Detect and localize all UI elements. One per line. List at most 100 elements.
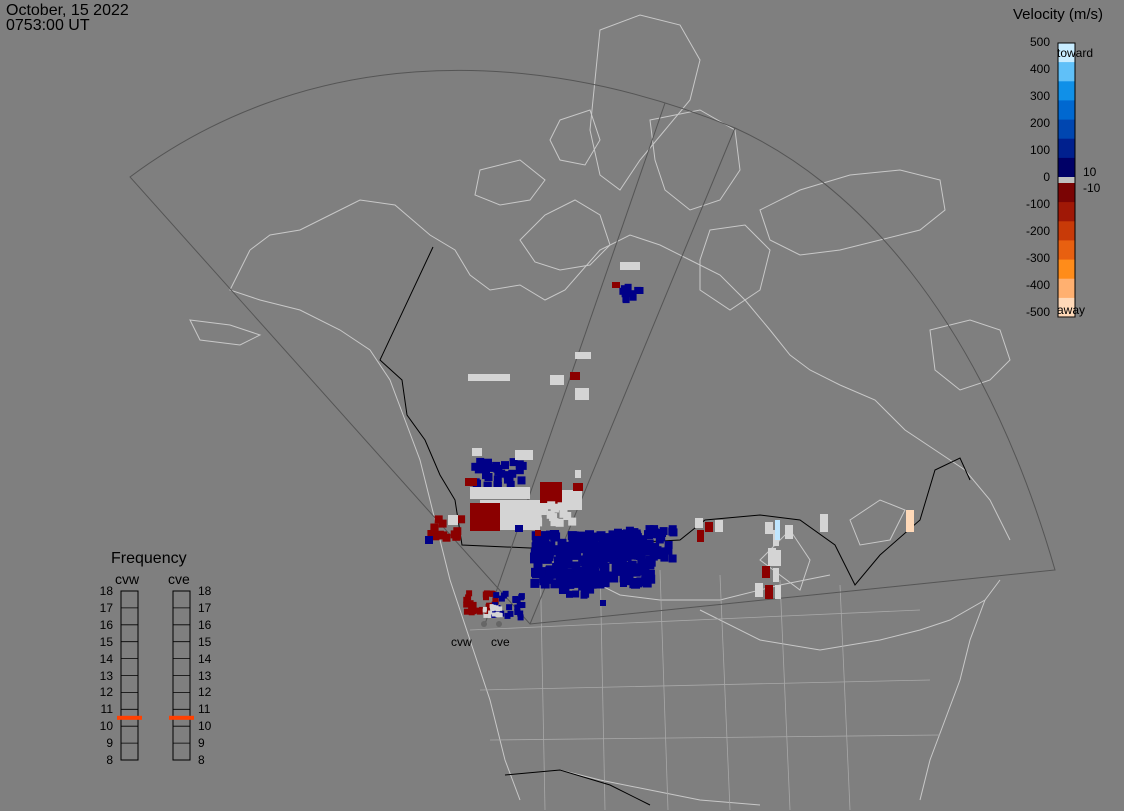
scatter-cell (479, 606, 486, 613)
scatter-cell (585, 542, 595, 552)
colorbar-segment (1058, 43, 1075, 63)
scatter-cell (463, 601, 470, 608)
scatter-cell (557, 538, 567, 548)
scatter-cell (545, 546, 555, 556)
scatter-cell (580, 585, 588, 593)
scatter-cell (541, 554, 551, 564)
scatter-cell (535, 505, 544, 514)
scatter-cell (472, 448, 482, 456)
scatter-cell (502, 590, 509, 597)
scatter-cell (649, 551, 658, 560)
scatter-cell (614, 564, 624, 574)
scatter-cell (617, 530, 626, 539)
colorbar-tick-label: 300 (1029, 89, 1050, 103)
scatter-cell (603, 536, 613, 545)
scatter-cell (568, 500, 577, 509)
scatter-cell (550, 518, 559, 527)
frequency-tick-left: 16 (99, 617, 113, 632)
scatter-cell (644, 547, 653, 556)
colorbar-tick-label: 0 (1043, 170, 1050, 184)
frequency-tick-right: 11 (198, 702, 211, 717)
scatter-cell (438, 519, 447, 528)
scatter-cell (597, 544, 607, 554)
scatter-cell (552, 545, 562, 555)
scatter-cell (615, 544, 624, 553)
scatter-cell (576, 542, 586, 552)
scatter-cell (498, 595, 505, 602)
scatter-cell (485, 603, 492, 610)
colorbar-segment (1058, 259, 1075, 280)
colorbar-tick-label: -400 (1025, 278, 1050, 292)
scatter-cell (621, 534, 631, 544)
frequency-tick-left: 12 (99, 685, 113, 700)
scatter-cell (517, 476, 526, 485)
scatter-cell (509, 458, 518, 467)
scatter-cell (612, 282, 620, 288)
scatter-cell (488, 610, 493, 615)
frequency-tick-right: 17 (198, 600, 212, 615)
scatter-cell (557, 502, 566, 511)
frequency-tick-right: 9 (198, 736, 205, 751)
scatter-cell (518, 593, 525, 600)
scatter-cell (583, 580, 591, 588)
scatter-cell (514, 604, 521, 611)
colorbar-segment (1058, 119, 1075, 140)
frequency-marker-cvw (117, 715, 142, 720)
colorbar-segment (1058, 100, 1075, 121)
scatter-cell (471, 462, 480, 471)
scatter-cell (583, 557, 593, 567)
scatter-cell (515, 460, 524, 469)
scatter-cell (517, 614, 524, 621)
frequency-title: Frequency (111, 550, 187, 567)
scatter-cell (550, 579, 560, 589)
scatter-cell (659, 527, 668, 536)
colorbar-tick-label: 200 (1029, 116, 1050, 130)
colorbar-tick-label: 500 (1029, 35, 1050, 49)
scatter-cell (597, 570, 607, 580)
scatter-cell (695, 518, 703, 528)
scatter-cell (568, 517, 577, 526)
scatter-cell (567, 576, 577, 586)
scatter-cell (619, 573, 629, 583)
scatter-cell (643, 540, 652, 549)
velocity-colorbar (1057, 42, 1076, 318)
scatter-cell (645, 569, 655, 579)
scatter-cell (540, 503, 548, 511)
scatter-cell (515, 525, 523, 532)
scatter-cell (549, 513, 558, 522)
scatter-cell (622, 543, 631, 552)
frequency-tick-right: 13 (198, 668, 212, 683)
scatter-cell (650, 525, 659, 534)
scatter-cell (493, 475, 502, 484)
scatter-cell (645, 525, 654, 534)
scatter-cell (468, 605, 475, 612)
scatter-cell (537, 567, 547, 577)
scatter-cell (609, 554, 619, 564)
scatter-cell (697, 530, 704, 542)
date-label: October, 15 2022 (6, 2, 129, 19)
scatter-cell (492, 461, 501, 470)
scatter-cell (487, 614, 492, 618)
colorbar-segment (1058, 297, 1075, 318)
scatter-cell (585, 585, 593, 593)
scatter-cell (635, 552, 644, 560)
scatter-cell (463, 596, 470, 603)
scatter-cell (575, 388, 589, 400)
scatter-cell (566, 571, 574, 579)
scatter-cell (775, 550, 781, 566)
scatter-cell (540, 579, 550, 589)
scatter-cell (431, 532, 440, 541)
scatter-cell (517, 610, 524, 617)
scatter-cell (598, 559, 608, 569)
scatter-cell (532, 569, 541, 579)
radar-label-cvw: cvw (451, 635, 472, 649)
scatter-cell (705, 522, 713, 532)
scatter-cell (755, 583, 763, 597)
scatter-cell (515, 450, 533, 460)
scatter-cell (558, 566, 568, 576)
scatter-cell (515, 466, 524, 475)
frequency-tick-left: 17 (99, 600, 113, 615)
scatter-cell (567, 545, 577, 555)
radar-site-cvw (481, 621, 487, 627)
scatter-cell (658, 549, 667, 558)
